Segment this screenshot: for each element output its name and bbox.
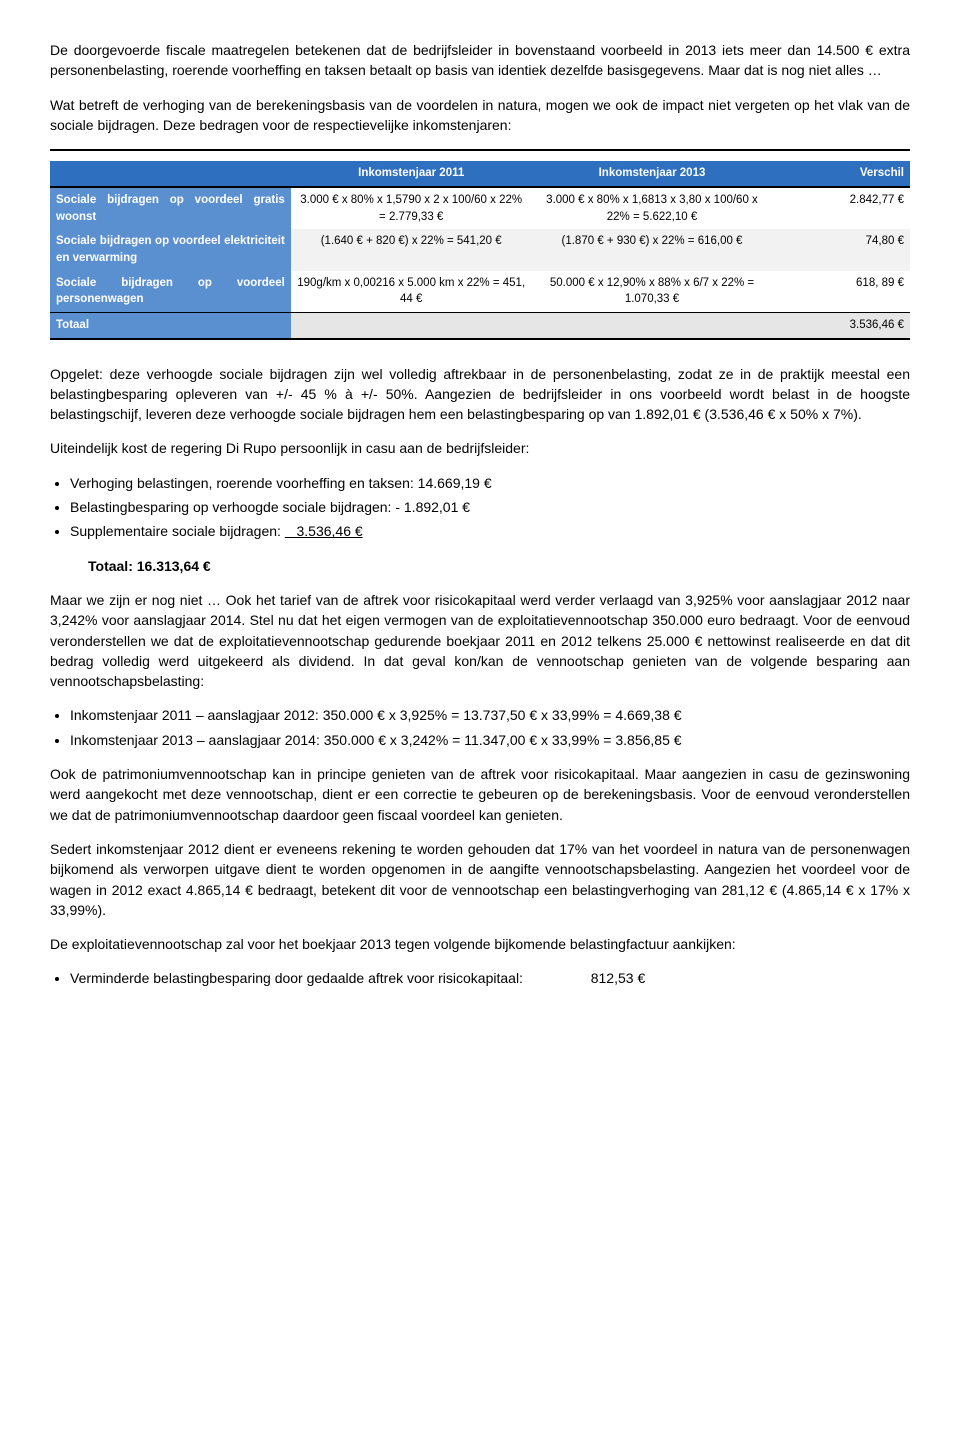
paragraph-5: Maar we zijn er nog niet … Ook het tarie…	[50, 590, 910, 691]
table-row: Sociale bijdragen op voordeel elektricit…	[50, 229, 910, 270]
cell-2013: 50.000 € x 12,90% x 88% x 6/7 x 22% = 1.…	[532, 271, 773, 312]
cell-diff: 2.842,77 €	[772, 188, 910, 229]
table-row: Sociale bijdragen op voordeel gratis woo…	[50, 188, 910, 229]
paragraph-1: De doorgevoerde fiscale maatregelen bete…	[50, 40, 910, 81]
paragraph-7: Sedert inkomstenjaar 2012 dient er evene…	[50, 839, 910, 920]
table-header: Verschil	[772, 161, 910, 186]
table-header	[50, 161, 291, 186]
row-label: Sociale bijdragen op voordeel elektricit…	[50, 229, 291, 270]
paragraph-6: Ook de patrimoniumvennootschap kan in pr…	[50, 764, 910, 825]
table-wrapper: Inkomstenjaar 2011Inkomstenjaar 2013Vers…	[50, 149, 910, 339]
row-label: Sociale bijdragen op voordeel personenwa…	[50, 271, 291, 312]
cell-2013: 3.000 € x 80% x 1,6813 x 3,80 x 100/60 x…	[532, 188, 773, 229]
list-item: Supplementaire sociale bijdragen: 3.536,…	[70, 521, 910, 541]
cell-2013: (1.870 € + 930 €) x 22% = 616,00 €	[532, 229, 773, 270]
cell-2011: (1.640 € + 820 €) x 22% = 541,20 €	[291, 229, 532, 270]
bullet-list-2: Inkomstenjaar 2011 – aanslagjaar 2012: 3…	[50, 705, 910, 750]
paragraph-2: Wat betreft de verhoging van de berekeni…	[50, 95, 910, 136]
table-header: Inkomstenjaar 2011	[291, 161, 532, 186]
cell-2011: 190g/km x 0,00216 x 5.000 km x 22% = 451…	[291, 271, 532, 312]
list-item: Inkomstenjaar 2011 – aanslagjaar 2012: 3…	[70, 705, 910, 725]
total-value: 3.536,46 €	[772, 313, 910, 338]
document-page: De doorgevoerde fiscale maatregelen bete…	[0, 0, 960, 1043]
cell-2011: 3.000 € x 80% x 1,5790 x 2 x 100/60 x 22…	[291, 188, 532, 229]
total-label: Totaal	[50, 313, 291, 338]
cell-diff: 74,80 €	[772, 229, 910, 270]
paragraph-3: Opgelet: deze verhoogde sociale bijdrage…	[50, 364, 910, 425]
total-line: Totaal: 16.313,64 €	[88, 556, 910, 576]
bijdragen-table: Inkomstenjaar 2011Inkomstenjaar 2013Vers…	[50, 161, 910, 339]
list-item: Verminderde belastingbesparing door geda…	[70, 968, 910, 988]
table-total-row: Totaal 3.536,46 €	[50, 313, 910, 338]
bullet-list-3: Verminderde belastingbesparing door geda…	[50, 968, 910, 988]
paragraph-8: De exploitatievennootschap zal voor het …	[50, 934, 910, 954]
table-header: Inkomstenjaar 2013	[532, 161, 773, 186]
list-item: Inkomstenjaar 2013 – aanslagjaar 2014: 3…	[70, 730, 910, 750]
cell-diff: 618, 89 €	[772, 271, 910, 312]
bullet3-label: Verminderde belastingbesparing door geda…	[70, 970, 523, 986]
row-label: Sociale bijdragen op voordeel gratis woo…	[50, 188, 291, 229]
bullet3-value: 812,53 €	[591, 970, 646, 986]
list-item: Belastingbesparing op verhoogde sociale …	[70, 497, 910, 517]
bullet-list-1: Verhoging belastingen, roerende voorheff…	[50, 473, 910, 542]
paragraph-4: Uiteindelijk kost de regering Di Rupo pe…	[50, 438, 910, 458]
list-item: Verhoging belastingen, roerende voorheff…	[70, 473, 910, 493]
table-row: Sociale bijdragen op voordeel personenwa…	[50, 271, 910, 312]
